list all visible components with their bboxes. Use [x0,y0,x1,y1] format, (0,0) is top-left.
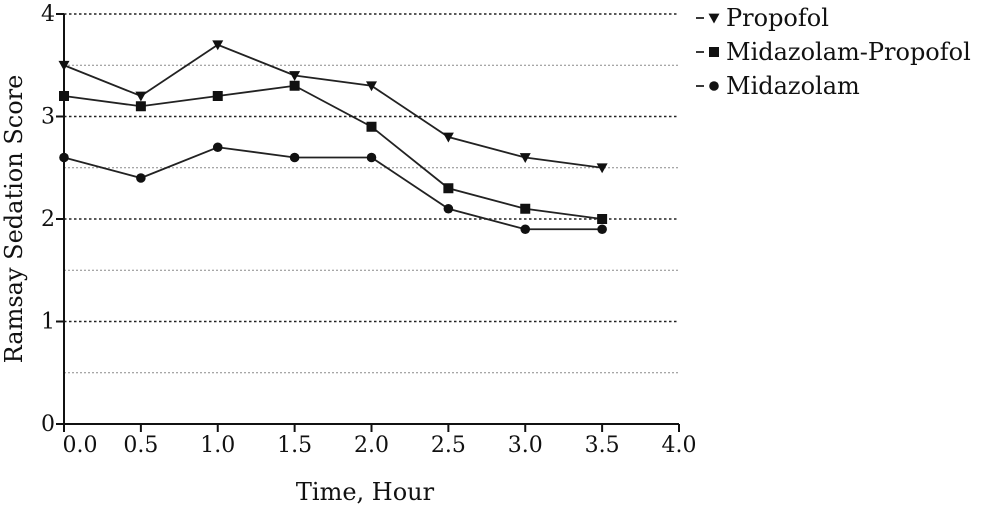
legend-item: Midazolam [696,72,860,100]
series-propofol [58,40,608,174]
y-tick-label: 3 [41,105,55,130]
x-tick-label: 3.0 [508,433,543,458]
gridlines [64,13,679,374]
axes: 0.0 0.5 1.0 1.5 2.0 2.5 3.0 3.5 4.0 0 1 2 3 4 [41,2,697,458]
legend: Propofol Midazolam-Propofol Midazolam [696,4,971,100]
series-midazolam [59,142,607,235]
data-point [289,152,300,163]
legend-item: Propofol [696,4,829,32]
data-point [520,203,531,214]
series-group [58,40,608,235]
data-point [212,40,224,51]
legend-label: Propofol [726,4,829,32]
data-point [443,183,454,194]
x-tick-label: 1.5 [277,433,312,458]
data-point [136,173,146,183]
data-point [596,163,608,174]
y-tick-label: 2 [41,207,55,232]
legend-item: Midazolam-Propofol [696,38,971,66]
data-point [597,224,607,235]
series-midazolam-propofol [59,80,608,224]
legend-marker [709,47,719,57]
x-tick-label: 4.0 [662,433,697,458]
data-point [58,60,70,71]
x-tick-label: 1.0 [200,433,235,458]
x-tick-label: 3.5 [585,433,620,458]
data-point [212,91,223,101]
data-point [520,224,531,235]
x-tick-label: 2.5 [431,433,466,458]
y-tick-label: 1 [41,310,55,335]
data-point [442,132,454,143]
series-line [63,84,603,220]
data-point [135,101,146,112]
legend-label: Midazolam-Propofol [726,38,971,66]
data-point [366,81,377,92]
x-tick-label: 0.0 [63,433,98,458]
data-point [59,91,69,101]
data-point [135,91,147,102]
y-tick-label: 4 [41,2,55,27]
data-point [289,80,300,91]
data-point [59,152,69,163]
legend-marker [709,81,719,91]
data-point [443,203,454,214]
data-point [366,121,377,132]
x-axis-title: Time, Hour [296,478,435,506]
series-line [63,146,603,231]
data-point [212,142,223,153]
data-point [519,153,531,163]
legend-marker [708,13,720,24]
x-tick-label: 2.0 [354,433,389,458]
x-tick-label: 0.5 [123,433,158,458]
data-point [289,71,301,81]
data-point [597,214,608,224]
y-tick-label: 0 [41,412,55,437]
legend-label: Midazolam [726,72,860,100]
y-axis-title: Ramsay Sedation Score [0,75,28,364]
data-point [366,152,377,163]
series-line [63,43,603,169]
